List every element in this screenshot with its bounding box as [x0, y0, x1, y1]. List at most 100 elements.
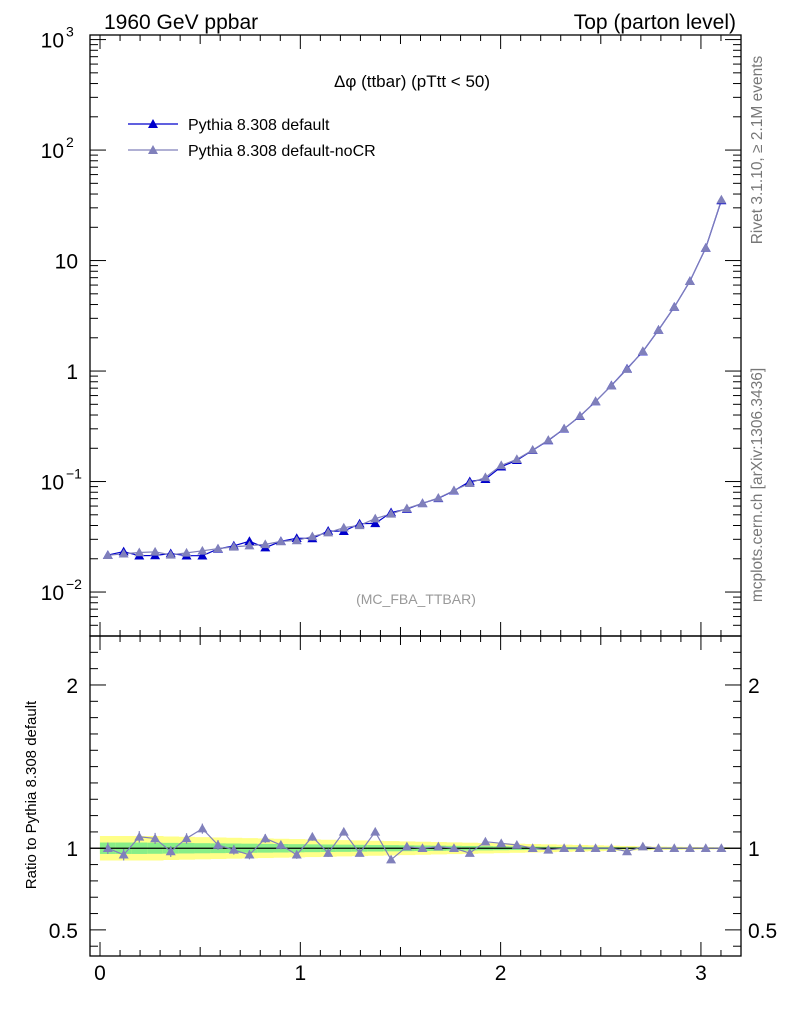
- header-right: Top (parton level): [574, 11, 736, 34]
- data-point-nocr: [323, 527, 334, 537]
- data-point-nocr: [464, 478, 475, 487]
- ratio-data-point: [212, 839, 223, 849]
- legend-label-default: Pythia 8.308 default: [188, 117, 330, 134]
- y-tick-base: 10: [55, 251, 78, 274]
- ratio-data-point: [244, 849, 255, 859]
- data-point-nocr: [307, 531, 318, 541]
- rivet-side-label: Rivet 3.1.10, ≥ 2.1M events: [749, 55, 766, 244]
- x-tick-label: 1: [294, 962, 306, 985]
- data-point-nocr: [197, 545, 208, 555]
- data-point-nocr: [606, 380, 617, 390]
- series-line-default: [107, 200, 722, 557]
- data-point-nocr: [700, 242, 711, 252]
- y-tick-exponent: 2: [66, 134, 74, 150]
- data-point-nocr: [275, 536, 286, 546]
- legend-marker-nocr: [148, 145, 158, 154]
- data-point-nocr: [291, 535, 302, 545]
- data-point-nocr: [102, 550, 113, 560]
- ratio-data-point: [401, 841, 412, 851]
- y-tick-base: 10: [41, 472, 64, 495]
- x-tick-label: 3: [695, 962, 707, 985]
- data-point-nocr: [134, 547, 145, 557]
- y-tick-base: 1: [66, 361, 78, 384]
- ratio-data-point: [323, 848, 334, 857]
- data-point-nocr: [165, 549, 176, 559]
- ratio-data-point: [480, 836, 491, 846]
- data-point-nocr: [559, 423, 570, 433]
- ratio-data-point: [669, 843, 680, 852]
- data-point-default: [370, 518, 381, 528]
- mcplots-side-label: mcplots.cern.ch [arXiv:1306.3436]: [749, 368, 766, 602]
- ratio-data-point: [700, 843, 711, 852]
- ratio-panel: 0.5 0.5 1 1 2 2 0 1 2 3 Ratio to Pythia 8.308 de…: [23, 635, 777, 985]
- ratio-data-point: [370, 826, 381, 836]
- data-point-nocr: [433, 492, 444, 502]
- ratio-series-line: [107, 827, 722, 861]
- ratio-data-point: [228, 844, 239, 854]
- ratio-frame: [89, 635, 742, 957]
- ratio-data-point: [496, 838, 507, 848]
- data-point-nocr: [417, 498, 428, 508]
- data-point-nocr: [118, 548, 129, 558]
- legend-marker-default: [148, 119, 158, 128]
- ratio-data-point: [574, 843, 585, 852]
- ratio-data-point: [527, 843, 538, 852]
- ratio-data-point: [386, 854, 397, 864]
- main-y-tick-label: 10: [55, 251, 78, 274]
- data-point-nocr: [370, 513, 381, 523]
- ratio-data-point: [291, 849, 302, 859]
- ratio-y-tick-label-left: 1: [66, 838, 78, 861]
- ratio-data-point: [637, 841, 648, 851]
- series-line-nocr: [107, 199, 722, 556]
- main-y-tick-label: 10 3: [41, 24, 74, 53]
- ratio-data-point: [511, 839, 522, 849]
- main-y-tick-label: 10 2: [41, 134, 74, 163]
- data-point-nocr: [511, 454, 522, 464]
- main-y-tick-label: 10 −2: [41, 576, 83, 605]
- ratio-data-point: [354, 848, 365, 857]
- ratio-data-point: [448, 843, 459, 852]
- ratio-data-point: [464, 848, 475, 857]
- data-point-nocr: [228, 541, 239, 551]
- y-tick-exponent: −2: [66, 576, 82, 592]
- data-point-nocr: [338, 522, 349, 532]
- ratio-data-point: [622, 846, 633, 856]
- data-point-nocr: [637, 346, 648, 356]
- data-point-nocr: [212, 543, 223, 553]
- data-point-nocr: [354, 520, 365, 530]
- ratio-data-point: [606, 843, 617, 852]
- x-tick-label: 0: [94, 962, 106, 985]
- y-tick-exponent: −1: [66, 466, 82, 482]
- data-point-nocr: [684, 276, 695, 285]
- main-y-tick-label: 1: [66, 361, 78, 384]
- y-tick-exponent: 3: [66, 24, 74, 40]
- analysis-annotation: (MC_FBA_TTBAR): [356, 591, 476, 607]
- ratio-data-point: [716, 843, 727, 852]
- y-tick-base: 10: [41, 30, 64, 53]
- y-tick-base: 10: [41, 582, 64, 605]
- x-tick-label: 2: [495, 962, 507, 985]
- ratio-data-point: [590, 843, 601, 852]
- ratio-data-point: [684, 843, 695, 852]
- ratio-data-point: [197, 823, 208, 833]
- ratio-data-point: [118, 849, 129, 859]
- data-point-nocr: [716, 194, 727, 204]
- ratio-data-point: [150, 833, 161, 843]
- data-point-nocr: [244, 540, 255, 550]
- ratio-data-point: [653, 843, 664, 852]
- data-point-nocr: [181, 547, 192, 557]
- ratio-data-point: [417, 843, 428, 852]
- ratio-data-point: [181, 833, 192, 843]
- y-tick-base: 10: [41, 140, 64, 163]
- data-point-nocr: [480, 472, 491, 482]
- data-point-nocr: [496, 460, 507, 470]
- data-point-nocr: [401, 503, 412, 513]
- data-point-nocr: [590, 396, 601, 406]
- ratio-y-tick-label-right: 2: [748, 675, 760, 698]
- ratio-y-tick-label-left: 2: [66, 675, 78, 698]
- data-point-nocr: [543, 435, 554, 444]
- ratio-data-point: [260, 833, 271, 843]
- data-point-nocr: [448, 485, 459, 495]
- ratio-data-point: [134, 831, 145, 841]
